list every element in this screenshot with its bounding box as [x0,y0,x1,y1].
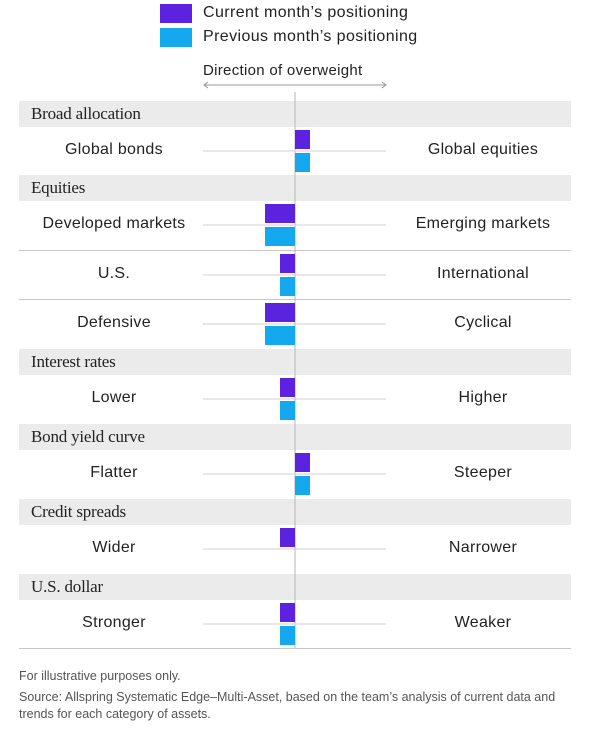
bar-previous [295,153,310,172]
row-right-label: International [437,265,529,282]
bar-current [265,204,295,223]
footnote-source: Source: Allspring Systematic Edge–Multi-… [19,690,556,721]
bar-current [280,603,295,622]
bar-current [295,130,310,149]
legend-label-previous: Previous month’s positioning [203,28,418,45]
bar-previous [295,476,310,495]
chart-bottom-line [19,648,571,649]
bar-current [265,303,295,322]
section-title: Interest rates [31,352,116,371]
section-title: Broad allocation [31,104,141,123]
row-right-label: Global equities [427,141,539,158]
section-title: Bond yield curve [31,427,145,446]
bar-previous [280,277,295,296]
row-left-label: Lower [91,389,137,406]
row-left-label: Wider [92,539,136,556]
row-right-label: Higher [458,389,508,406]
direction-arrow-icon [203,81,387,89]
bar-current [280,254,295,273]
direction-label: Direction of overweight [203,62,363,79]
section-title: Credit spreads [31,502,126,521]
section-title: U.S. dollar [31,577,103,596]
legend-swatch-previous [160,27,192,47]
bar-previous [265,326,295,345]
row-right-label: Emerging markets [415,215,551,232]
legend-label-current: Current month’s positioning [203,4,409,21]
row-left-label: Global bonds [65,141,163,158]
row-right-label: Steeper [453,464,513,481]
footnote-disclaimer: For illustrative purposes only. [19,669,181,683]
bar-current [280,378,295,397]
row-right-label: Weaker [454,614,512,631]
legend-item-previous: Previous month’s positioning [160,27,418,47]
row-right-label: Narrower [448,539,518,556]
bar-current [295,453,310,472]
legend-item-current: Current month’s positioning [160,3,408,23]
row-left-label: Stronger [82,614,146,631]
bar-previous [280,626,295,645]
row-left-label: Flatter [90,464,138,481]
section-title: Equities [31,178,86,197]
bar-previous [265,227,295,246]
bar-current [280,528,295,547]
row-left-label: U.S. [97,265,131,282]
row-left-label: Developed markets [42,215,186,232]
legend-swatch-current [160,3,192,23]
row-left-label: Defensive [77,314,151,331]
bar-previous [280,401,295,420]
row-right-label: Cyclical [454,314,512,331]
